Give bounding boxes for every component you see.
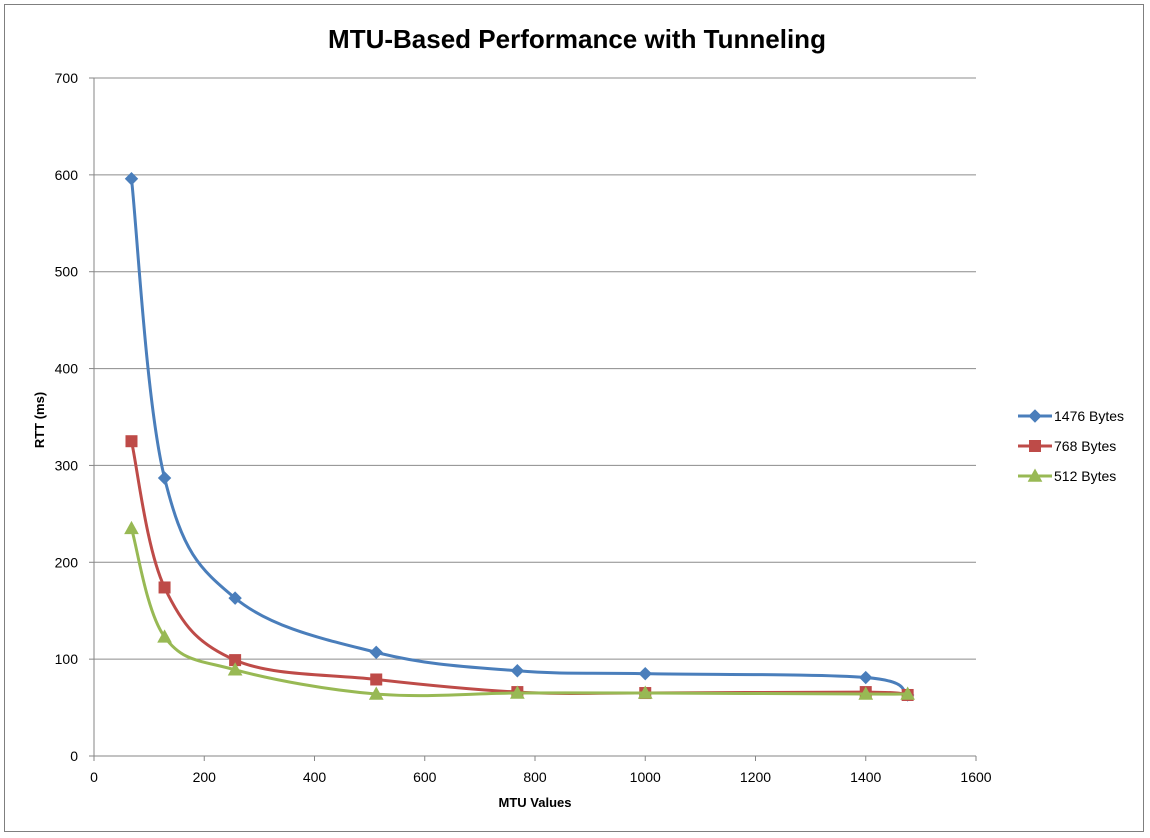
y-tick-label: 200 bbox=[55, 554, 79, 570]
data-point bbox=[900, 686, 915, 700]
legend-marker bbox=[1027, 468, 1043, 482]
gridlines bbox=[94, 77, 976, 660]
data-point bbox=[125, 435, 138, 448]
series-512-bytes bbox=[124, 520, 915, 700]
data-point bbox=[228, 591, 242, 605]
y-tick-label: 100 bbox=[55, 651, 79, 667]
y-axis-title: RTT (ms) bbox=[32, 392, 47, 448]
series-768-bytes bbox=[125, 435, 914, 701]
chart-title: MTU-Based Performance with Tunneling bbox=[328, 24, 826, 54]
y-tick-label: 300 bbox=[55, 457, 79, 473]
legend-item: 768 Bytes bbox=[1018, 438, 1116, 454]
series-line bbox=[129, 526, 910, 698]
data-point bbox=[370, 673, 383, 686]
x-tick-label: 1400 bbox=[850, 769, 881, 785]
x-axis-title: MTU Values bbox=[499, 795, 572, 810]
y-tick-label: 400 bbox=[55, 361, 79, 377]
legend-marker bbox=[1029, 440, 1041, 452]
data-point bbox=[157, 629, 172, 643]
legend-marker bbox=[1028, 409, 1042, 423]
data-point bbox=[510, 664, 525, 678]
x-tick-label: 1600 bbox=[960, 769, 991, 785]
legend: 1476 Bytes 768 Bytes 512 Bytes bbox=[1018, 408, 1124, 484]
x-tick-label: 800 bbox=[523, 769, 547, 785]
data-point bbox=[157, 471, 172, 485]
data-point bbox=[858, 686, 874, 700]
series-line bbox=[129, 177, 910, 697]
data-point bbox=[369, 645, 383, 660]
x-tick-label: 1000 bbox=[630, 769, 661, 785]
x-tick-label: 0 bbox=[90, 769, 98, 785]
y-tick-label: 700 bbox=[55, 70, 79, 86]
data-point bbox=[124, 520, 139, 535]
data-point bbox=[638, 666, 652, 681]
axes bbox=[93, 78, 976, 757]
legend-item: 1476 Bytes bbox=[1018, 408, 1124, 424]
y-tick-label: 0 bbox=[70, 748, 78, 764]
y-tick-labels: 0 100 200 300 400 500 600 700 bbox=[55, 70, 94, 764]
data-point bbox=[368, 686, 384, 700]
data-point bbox=[637, 685, 653, 699]
data-point bbox=[227, 662, 243, 676]
legend-label: 512 Bytes bbox=[1054, 468, 1116, 484]
data-point bbox=[859, 670, 873, 685]
x-tick-label: 400 bbox=[303, 769, 327, 785]
series-1476-bytes bbox=[124, 172, 915, 702]
x-tick-label: 1200 bbox=[740, 769, 771, 785]
series-line bbox=[129, 439, 910, 697]
legend-label: 1476 Bytes bbox=[1054, 408, 1124, 424]
x-tick-labels: 0 200 400 600 800 1000 1200 1400 1600 bbox=[90, 756, 992, 785]
legend-label: 768 Bytes bbox=[1054, 438, 1116, 454]
x-tick-label: 600 bbox=[413, 769, 437, 785]
data-point bbox=[510, 685, 525, 699]
y-tick-label: 600 bbox=[55, 167, 79, 183]
data-point bbox=[158, 581, 171, 594]
plot-area: 0 100 200 300 400 500 600 700 0 200 400 600 800 1000… bbox=[55, 70, 992, 785]
data-point bbox=[124, 172, 139, 186]
y-tick-label: 500 bbox=[55, 264, 79, 280]
series-layer bbox=[124, 172, 915, 702]
x-tick-label: 200 bbox=[193, 769, 217, 785]
legend-item: 512 Bytes bbox=[1018, 468, 1116, 484]
